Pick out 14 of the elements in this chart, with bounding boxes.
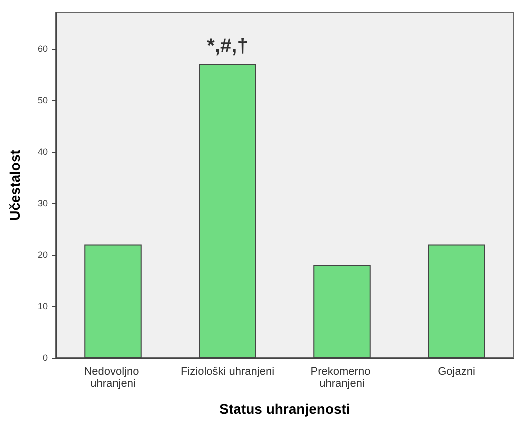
y-tick-label: 40 <box>38 147 48 158</box>
y-tick-label: 20 <box>38 250 48 260</box>
x-tick-label: Gojazni <box>438 366 476 378</box>
y-tick-label: 0 <box>42 353 48 363</box>
y-axis-title: Učestalost <box>7 150 23 221</box>
annotation: *,#,† <box>207 35 248 58</box>
x-tick-label: Prekomerno uhranjeni <box>310 366 374 390</box>
y-tick-label: 30 <box>38 198 48 209</box>
x-tick-label: Nedovoljno uhranjeni <box>84 366 142 390</box>
x-tick-label: Fiziološki uhranjeni <box>180 366 275 378</box>
y-tick-label: 50 <box>38 96 48 106</box>
y-tick-label: 60 <box>38 44 48 54</box>
y-tick-label: 10 <box>38 302 48 312</box>
x-axis-title: Status uhranjenosti <box>220 401 350 417</box>
